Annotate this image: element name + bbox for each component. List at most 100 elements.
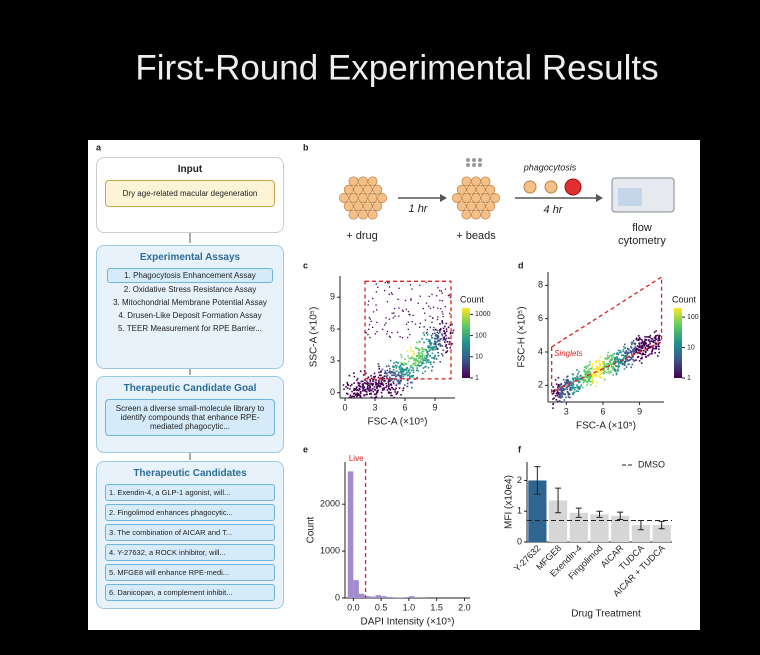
error-bar [534,466,541,495]
event-dot [556,390,559,392]
event-dot [637,335,640,337]
event-dot [584,371,586,373]
event-dot [557,377,560,379]
event-dot [358,388,361,391]
event-dot [570,388,573,391]
event-dot [632,358,634,361]
event-dot [435,343,437,346]
event-dot [642,343,645,346]
colorbar-tick-label: 1 [687,375,691,382]
event-dot [433,343,436,346]
event-dot [583,366,586,368]
event-dot [352,395,354,398]
event-dot [359,382,361,385]
event-dot [399,336,401,338]
event-dot [371,383,373,385]
event-dot [364,379,366,381]
event-dot [630,366,633,369]
event-dot [417,354,420,356]
event-dot [409,284,412,286]
event-dot [553,389,556,392]
event-dot [448,337,450,339]
event-dot [655,338,657,341]
event-dot [641,340,644,342]
event-dot [431,321,433,324]
event-dot [573,386,576,389]
event-dot [592,382,594,385]
cell-icon [490,193,500,203]
assay-item: 1. Phagocytosis Enhancement Assay [107,268,273,283]
event-dot [583,370,585,372]
event-dot [354,388,357,391]
event-dot [446,347,448,349]
event-dot [633,348,636,351]
event-dot [421,361,424,364]
event-dot [387,386,390,388]
event-dot [394,371,396,374]
event-dot [417,357,420,360]
event-dot [408,313,410,316]
cell-icon [353,201,364,212]
event-dot [366,385,369,388]
event-dot [412,353,415,356]
event-dot [563,384,565,387]
event-dot [610,359,613,362]
event-dot [642,346,644,349]
event-dot [373,386,376,388]
event-dot [355,379,358,382]
event-dot [371,384,374,387]
event-dot [439,338,441,341]
event-dot [445,322,448,325]
event-dot [375,381,377,384]
event-dot [596,366,599,369]
event-dot [643,343,646,345]
event-dot [383,379,385,382]
event-dot [626,353,628,355]
event-dot [367,333,369,336]
event-dot [560,387,563,390]
colorbar-title: Count [460,294,485,304]
event-dot [631,349,634,351]
event-dot [638,352,641,354]
event-dot [603,363,605,365]
event-dot [629,346,632,348]
cell-icon [343,184,354,195]
event-dot [622,359,624,362]
event-dot [574,379,577,381]
event-dot [635,349,637,352]
event-dot [607,370,610,373]
event-dot [377,363,380,365]
event-dot [421,372,424,375]
event-dot [381,389,384,392]
event-dot [409,376,411,379]
event-dot [603,378,606,381]
event-dot [588,363,591,366]
event-dot [412,371,415,374]
event-dot [648,345,650,348]
event-dot [433,340,436,343]
event-dot [633,342,635,345]
y-axis-title: Count [306,516,317,543]
event-dot [625,350,628,352]
event-dot [587,378,590,381]
legend-label: DMSO [638,459,665,469]
event-dot [561,395,564,398]
event-dot [560,382,562,385]
event-dot [560,389,563,392]
event-dot [599,366,601,369]
event-dot [591,374,594,377]
event-dot [425,365,427,368]
event-dot [634,359,636,362]
event-dot [442,349,444,352]
event-dot [392,380,395,383]
event-dot [581,378,583,381]
event-dot [597,360,600,363]
event-dot [651,349,654,352]
event-dot [592,378,594,380]
event-dot [645,355,647,358]
event-dot [653,331,656,334]
y-tick-label: 0 [330,387,335,397]
event-dot [408,375,411,378]
event-dot [560,401,563,403]
event-dot [654,339,657,342]
